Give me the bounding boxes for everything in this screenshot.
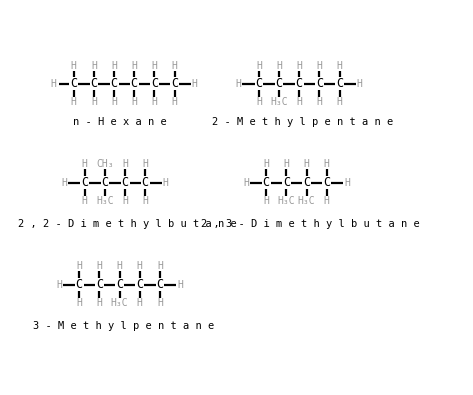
Text: H: H: [96, 298, 102, 308]
Text: H: H: [263, 196, 269, 206]
Text: H: H: [122, 160, 128, 169]
Text: H₃C: H₃C: [96, 196, 114, 206]
Text: C: C: [336, 77, 343, 90]
Text: C: C: [303, 176, 310, 189]
Text: C: C: [171, 77, 178, 90]
Text: H: H: [236, 79, 242, 89]
Text: C: C: [142, 176, 149, 189]
Text: C: C: [151, 77, 158, 90]
Text: H: H: [357, 79, 363, 89]
Text: n - H e x a n e: n - H e x a n e: [73, 117, 166, 127]
Text: C: C: [136, 278, 143, 291]
Text: C: C: [275, 77, 283, 90]
Text: H₃C: H₃C: [270, 97, 288, 107]
Text: H: H: [256, 97, 262, 107]
Text: H: H: [337, 61, 342, 71]
Text: H: H: [243, 178, 249, 188]
Text: H: H: [142, 160, 148, 169]
Text: C: C: [255, 77, 263, 90]
Text: 2 , 3 - D i m e t h y l b u t a n e: 2 , 3 - D i m e t h y l b u t a n e: [201, 219, 420, 229]
Text: C: C: [90, 77, 97, 90]
Text: H: H: [324, 196, 330, 206]
Text: 2 , 2 - D i m e t h y l b u t a n e: 2 , 2 - D i m e t h y l b u t a n e: [18, 219, 237, 229]
Text: H: H: [71, 97, 77, 107]
Text: H: H: [263, 160, 269, 169]
Text: C: C: [76, 278, 83, 291]
Text: C: C: [101, 176, 108, 189]
Text: H: H: [131, 97, 137, 107]
Text: H: H: [316, 97, 322, 107]
Text: H: H: [82, 160, 88, 169]
Text: C: C: [111, 77, 118, 90]
Text: H: H: [157, 261, 163, 271]
Text: H: H: [61, 178, 68, 188]
Text: H: H: [157, 298, 163, 308]
Text: H: H: [137, 298, 143, 308]
Text: H: H: [71, 61, 77, 71]
Text: H: H: [177, 280, 183, 290]
Text: H: H: [51, 79, 57, 89]
Text: H: H: [91, 61, 97, 71]
Text: C: C: [116, 278, 123, 291]
Text: C: C: [81, 176, 88, 189]
Text: 3 - M e t h y l p e n t a n e: 3 - M e t h y l p e n t a n e: [33, 321, 214, 331]
Text: H: H: [151, 61, 158, 71]
Text: H: H: [56, 280, 62, 290]
Text: H: H: [163, 178, 168, 188]
Text: C: C: [316, 77, 323, 90]
Text: H: H: [324, 160, 330, 169]
Text: H: H: [192, 79, 198, 89]
Text: H: H: [111, 61, 117, 71]
Text: H: H: [111, 97, 117, 107]
Text: CH₃: CH₃: [96, 160, 114, 169]
Text: 2 - M e t h y l p e n t a n e: 2 - M e t h y l p e n t a n e: [212, 117, 394, 127]
Text: H: H: [122, 196, 128, 206]
Text: H: H: [283, 160, 289, 169]
Text: H: H: [296, 61, 302, 71]
Text: C: C: [96, 278, 103, 291]
Text: C: C: [157, 278, 164, 291]
Text: H: H: [316, 61, 322, 71]
Text: H: H: [91, 97, 97, 107]
Text: H: H: [76, 261, 82, 271]
Text: H: H: [304, 160, 309, 169]
Text: H: H: [172, 97, 177, 107]
Text: H: H: [276, 61, 282, 71]
Text: H: H: [296, 97, 302, 107]
Text: H₃C: H₃C: [298, 196, 315, 206]
Text: H: H: [131, 61, 137, 71]
Text: C: C: [296, 77, 303, 90]
Text: H: H: [344, 178, 350, 188]
Text: H₃C: H₃C: [278, 196, 295, 206]
Text: H: H: [76, 298, 82, 308]
Text: C: C: [323, 176, 330, 189]
Text: H: H: [137, 261, 143, 271]
Text: C: C: [70, 77, 78, 90]
Text: H: H: [172, 61, 177, 71]
Text: C: C: [283, 176, 290, 189]
Text: C: C: [131, 77, 138, 90]
Text: H₃C: H₃C: [111, 298, 129, 308]
Text: H: H: [151, 97, 158, 107]
Text: C: C: [263, 176, 270, 189]
Text: H: H: [256, 61, 262, 71]
Text: H: H: [82, 196, 88, 206]
Text: H: H: [117, 261, 123, 271]
Text: H: H: [337, 97, 342, 107]
Text: H: H: [96, 261, 102, 271]
Text: H: H: [142, 196, 148, 206]
Text: C: C: [122, 176, 129, 189]
